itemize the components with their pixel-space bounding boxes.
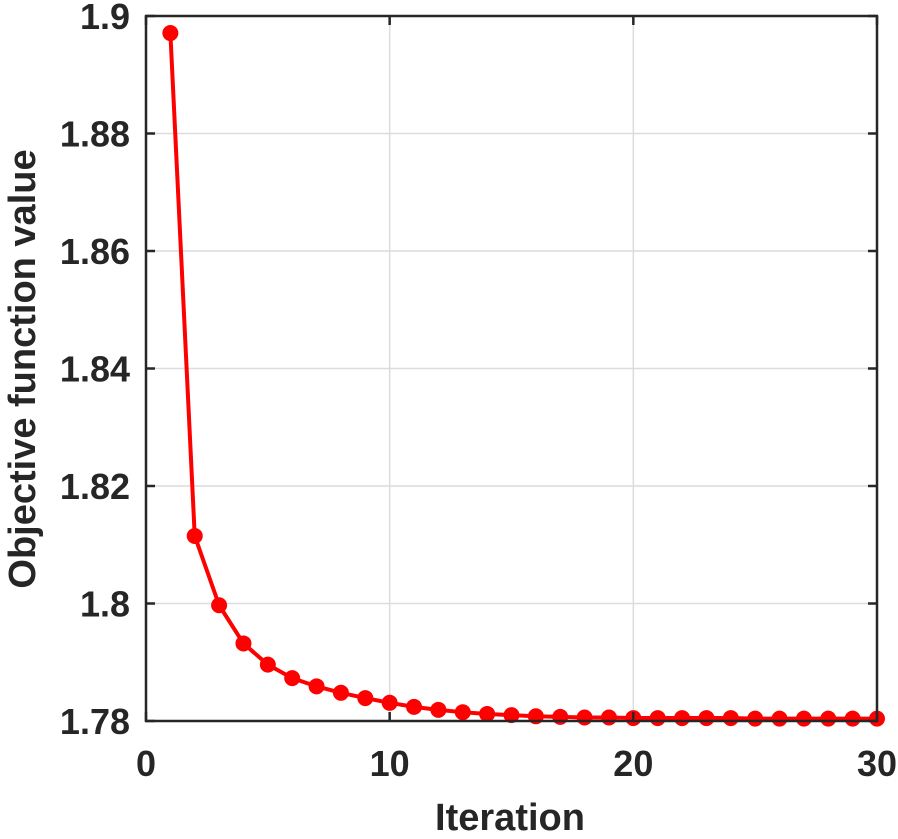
data-point — [795, 710, 812, 727]
tick-labels: 0 10 20 30 1.78 1.8 1.82 1.84 1.86 1.88 1.9 — [60, 0, 897, 784]
y-tick-label: 1.86 — [60, 231, 130, 272]
data-point — [381, 694, 398, 711]
y-tick-label: 1.88 — [60, 114, 130, 155]
data-point — [820, 710, 837, 727]
data-point — [503, 707, 520, 724]
grid — [146, 16, 877, 721]
data-point — [162, 25, 179, 42]
data-point — [454, 704, 471, 721]
data-point — [844, 710, 861, 727]
data-point — [211, 597, 228, 614]
data-point — [747, 710, 764, 727]
data-point — [698, 710, 715, 727]
x-axis-title: Iteration — [435, 797, 585, 839]
data-point — [674, 710, 691, 727]
x-tick-label: 10 — [370, 743, 410, 784]
data-point — [430, 701, 447, 718]
data-point — [235, 635, 252, 652]
y-axis-title: Objective function value — [2, 149, 44, 588]
data-point — [600, 709, 617, 726]
data-point — [722, 710, 739, 727]
data-point — [406, 698, 423, 715]
data-point — [771, 710, 788, 727]
x-tick-label: 30 — [857, 743, 897, 784]
x-tick-label: 0 — [136, 743, 156, 784]
y-tick-label: 1.84 — [60, 349, 130, 390]
data-point — [284, 670, 301, 687]
y-tick-label: 1.82 — [60, 466, 130, 507]
data-point — [186, 527, 203, 544]
data-point — [649, 710, 666, 727]
y-tick-label: 1.78 — [60, 701, 130, 742]
data-point — [357, 690, 374, 707]
x-tick-label: 20 — [613, 743, 653, 784]
data-point — [576, 709, 593, 726]
y-tick-label: 1.8 — [80, 584, 130, 625]
data-point — [332, 684, 349, 701]
data-point — [479, 705, 496, 722]
y-tick-label: 1.9 — [80, 0, 130, 37]
tick-marks — [144, 14, 879, 723]
data-point — [259, 656, 276, 673]
data-point — [308, 678, 325, 695]
